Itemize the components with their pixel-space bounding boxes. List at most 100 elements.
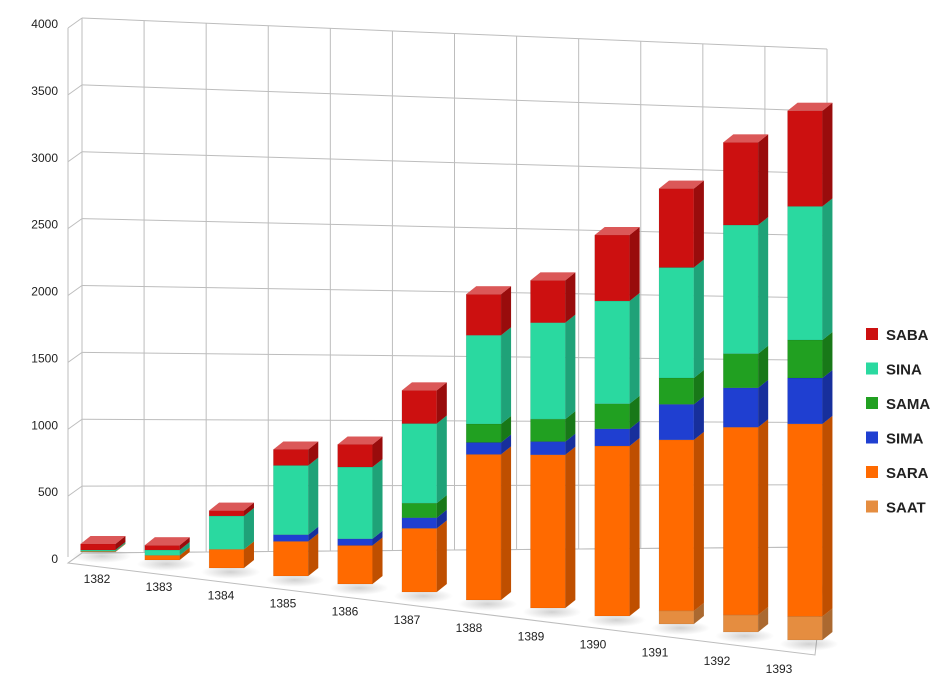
bar-side: [372, 537, 383, 584]
bar-side-shade: [436, 509, 447, 529]
bar-segment-SARA-1387: [401, 520, 447, 593]
bar-side-shade: [501, 286, 512, 336]
bar-side-shade: [308, 441, 319, 466]
bar-top-highlight: [209, 502, 254, 511]
bar-shadow: [586, 613, 646, 627]
bar-front: [401, 423, 438, 504]
legend-label-SINA: SINA: [886, 362, 922, 379]
bar-segment-SABA-1385: [273, 441, 319, 466]
bar-segment-SAMA-1391: [658, 370, 704, 405]
bar-stack-1386: [329, 436, 389, 595]
bar-side: [436, 509, 447, 529]
bar-front: [401, 517, 438, 529]
bar-stack-1390: [586, 227, 646, 627]
y-tick-label: 2500: [31, 218, 58, 232]
bar-side: [693, 396, 704, 440]
bar-side: [501, 415, 512, 443]
bar-side: [693, 370, 704, 405]
bar-shadow: [715, 629, 775, 643]
bar-side-shade: [501, 446, 512, 600]
bar-segment-SAMA-1387: [401, 495, 447, 518]
bar-front: [530, 418, 566, 442]
bar-side: [115, 543, 126, 552]
bar-segment-SARA-1388: [465, 446, 512, 601]
bar-side-shade: [693, 431, 704, 611]
gridline-side: [67, 151, 83, 163]
bar-side: [179, 541, 190, 556]
bar-side-shade: [629, 437, 640, 616]
bar-side-shade: [822, 332, 833, 378]
bar-segment-SINA-1391: [658, 259, 704, 379]
bar-side: [629, 437, 640, 616]
bar-front: [787, 110, 823, 207]
bar-front: [530, 454, 566, 609]
y-tick-label: 3500: [31, 84, 58, 98]
bar-segment-SABA-1393: [787, 102, 833, 207]
bar-top-highlight: [530, 272, 576, 281]
bar-side-shade: [115, 541, 126, 552]
bar-side-shade: [115, 543, 126, 552]
bar-segment-SARA-1384: [208, 541, 254, 569]
bar-front: [144, 545, 180, 551]
bar-stack-1391: [650, 180, 711, 635]
bar-side-shade: [372, 537, 383, 584]
bar-side-shade: [243, 502, 254, 516]
bar-shadow: [779, 637, 839, 651]
bar-front: [208, 510, 245, 517]
bar-top-highlight: [594, 227, 640, 236]
bar-side-shade: [501, 415, 512, 443]
bar-segment-SARA-1389: [530, 446, 576, 609]
bar-side: [308, 457, 319, 535]
bar-side: [115, 535, 126, 550]
bar-shadow: [265, 573, 325, 587]
bar-shadow: [393, 589, 453, 603]
bar-side: [822, 102, 833, 207]
bar-front: [273, 465, 309, 535]
legend-swatch-SAMA: [866, 397, 878, 409]
bar-side: [758, 419, 769, 615]
bar-front: [530, 322, 566, 420]
bar-side: [565, 411, 576, 442]
bar-side: [693, 431, 704, 611]
bar-top: [787, 102, 833, 111]
bar-shadow: [72, 549, 132, 563]
bar-side: [308, 441, 319, 466]
bar-segment-SINA-1384: [208, 507, 254, 550]
bar-segment-SINA-1393: [787, 198, 833, 341]
bar-segment-SINA-1390: [594, 292, 640, 405]
bar-side: [179, 537, 190, 550]
bar-side-shade: [372, 459, 383, 539]
bar-side: [501, 446, 512, 600]
y-tick-label: 3000: [31, 151, 58, 165]
bar-front: [337, 444, 373, 468]
bar-front: [80, 543, 116, 551]
bar-side-shade: [693, 602, 704, 624]
bar-stack-1392: [715, 134, 775, 643]
bar-segment-SAAT-1391: [658, 602, 704, 625]
bar-side: [629, 420, 640, 446]
bar-stack-1393: [779, 102, 839, 651]
bar-front: [401, 390, 438, 424]
bar-front: [658, 404, 695, 441]
legend-label-SABA: SABA: [886, 327, 929, 344]
gridline-side: [67, 418, 83, 430]
bar-top-highlight: [466, 286, 512, 295]
bar-front: [208, 515, 245, 550]
bar-side: [372, 459, 383, 539]
bar-side: [372, 530, 383, 546]
gridline-side: [67, 17, 83, 29]
bar-front: [465, 442, 502, 455]
bar-top-highlight: [659, 180, 704, 189]
bar-segment-SABA-1391: [658, 180, 704, 268]
bar-front: [594, 300, 630, 405]
bar-top: [80, 535, 126, 544]
bar-side-shade: [115, 535, 126, 550]
bar-front: [594, 403, 630, 430]
bar-side: [436, 520, 447, 592]
bar-front: [723, 353, 759, 389]
x-tick-label: 1389: [518, 629, 545, 643]
x-tick-label: 1385: [270, 597, 297, 611]
bar-side-shade: [243, 507, 254, 550]
bar-side: [758, 217, 769, 354]
